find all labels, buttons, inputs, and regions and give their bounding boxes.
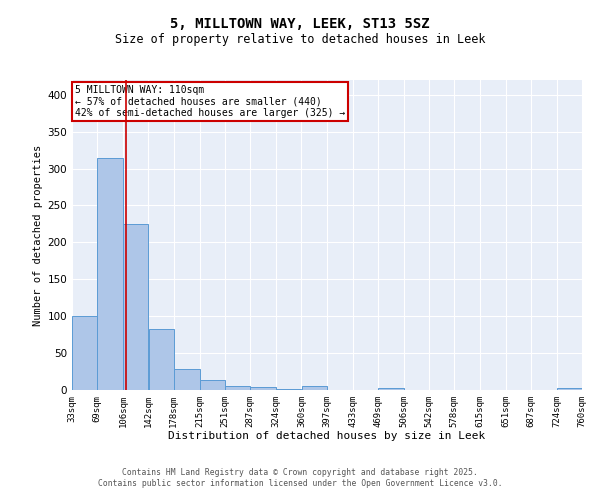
Bar	[250, 387, 276, 390]
Bar	[557, 388, 582, 390]
Bar	[124, 224, 148, 390]
X-axis label: Distribution of detached houses by size in Leek: Distribution of detached houses by size …	[169, 432, 485, 442]
Bar	[225, 386, 250, 390]
Bar	[174, 370, 199, 390]
Text: Contains HM Land Registry data © Crown copyright and database right 2025.
Contai: Contains HM Land Registry data © Crown c…	[98, 468, 502, 487]
Text: 5 MILLTOWN WAY: 110sqm
← 57% of detached houses are smaller (440)
42% of semi-de: 5 MILLTOWN WAY: 110sqm ← 57% of detached…	[74, 84, 345, 118]
Y-axis label: Number of detached properties: Number of detached properties	[33, 144, 43, 326]
Bar	[72, 316, 97, 390]
Bar	[149, 328, 173, 390]
Bar	[378, 388, 404, 390]
Bar	[97, 158, 123, 390]
Bar	[302, 386, 327, 390]
Bar	[200, 380, 225, 390]
Text: 5, MILLTOWN WAY, LEEK, ST13 5SZ: 5, MILLTOWN WAY, LEEK, ST13 5SZ	[170, 18, 430, 32]
Bar	[277, 388, 301, 390]
Text: Size of property relative to detached houses in Leek: Size of property relative to detached ho…	[115, 32, 485, 46]
